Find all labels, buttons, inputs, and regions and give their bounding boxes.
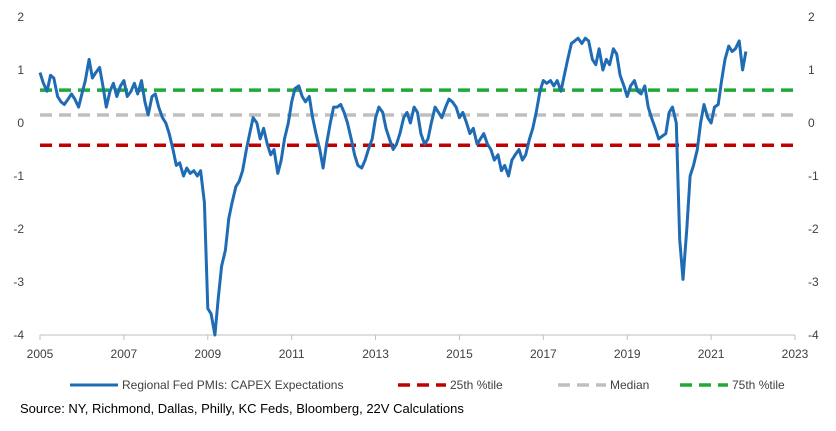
x-tick-label: 2005: [27, 347, 54, 361]
x-tick-label: 2015: [446, 347, 473, 361]
x-tick-label: 2013: [362, 347, 389, 361]
source-note: Source: NY, Richmond, Dallas, Philly, KC…: [20, 401, 464, 416]
x-tick-label: 2023: [782, 347, 809, 361]
series-line-regional-fed-pmis-capex-expectations: [38, 36, 748, 337]
y-tick-label-right: -1: [808, 169, 819, 183]
y-tick-label-left: 0: [17, 116, 24, 130]
x-tick-label: 2011: [279, 347, 305, 361]
y-tick-label-left: 1: [17, 63, 24, 77]
y-axis-left: 2 1 0 -1 -2 -3 -4: [13, 10, 24, 342]
legend-label-median: Median: [610, 378, 649, 392]
y-tick-label-right: -2: [808, 222, 819, 236]
y-axis-right: 2 1 0 -1 -2 -3 -4: [808, 10, 819, 342]
y-tick-label-left: -4: [13, 328, 24, 342]
x-tick-label: 2009: [194, 347, 221, 361]
y-tick-label-left: 2: [17, 10, 24, 24]
plot-area: [38, 36, 795, 337]
y-tick-label-left: -2: [13, 222, 24, 236]
x-tick-label: 2021: [698, 347, 725, 361]
x-tick-label: 2019: [614, 347, 641, 361]
y-tick-label-left: -1: [13, 169, 24, 183]
x-axis: 2005 2007 2009 2011 2013 2015 2017 2019 2021 2023: [27, 335, 809, 361]
y-tick-label-right: 2: [808, 10, 815, 24]
x-tick-label: 2007: [111, 347, 138, 361]
x-tick-label: 2017: [530, 347, 557, 361]
y-tick-label-right: -4: [808, 328, 819, 342]
y-tick-label-right: 0: [808, 116, 815, 130]
legend-label-25th-tile: 25th %tile: [450, 378, 503, 392]
y-tick-label-left: -3: [13, 275, 24, 289]
legend-label-regional-fed-pmis-capex-expectations: Regional Fed PMIs: CAPEX Expectations: [122, 378, 343, 392]
y-tick-label-right: -3: [808, 275, 819, 289]
y-tick-label-right: 1: [808, 63, 815, 77]
legend-label-75th-tile: 75th %tile: [732, 378, 785, 392]
legend: Regional Fed PMIs: CAPEX Expectations 25t…: [70, 378, 785, 392]
